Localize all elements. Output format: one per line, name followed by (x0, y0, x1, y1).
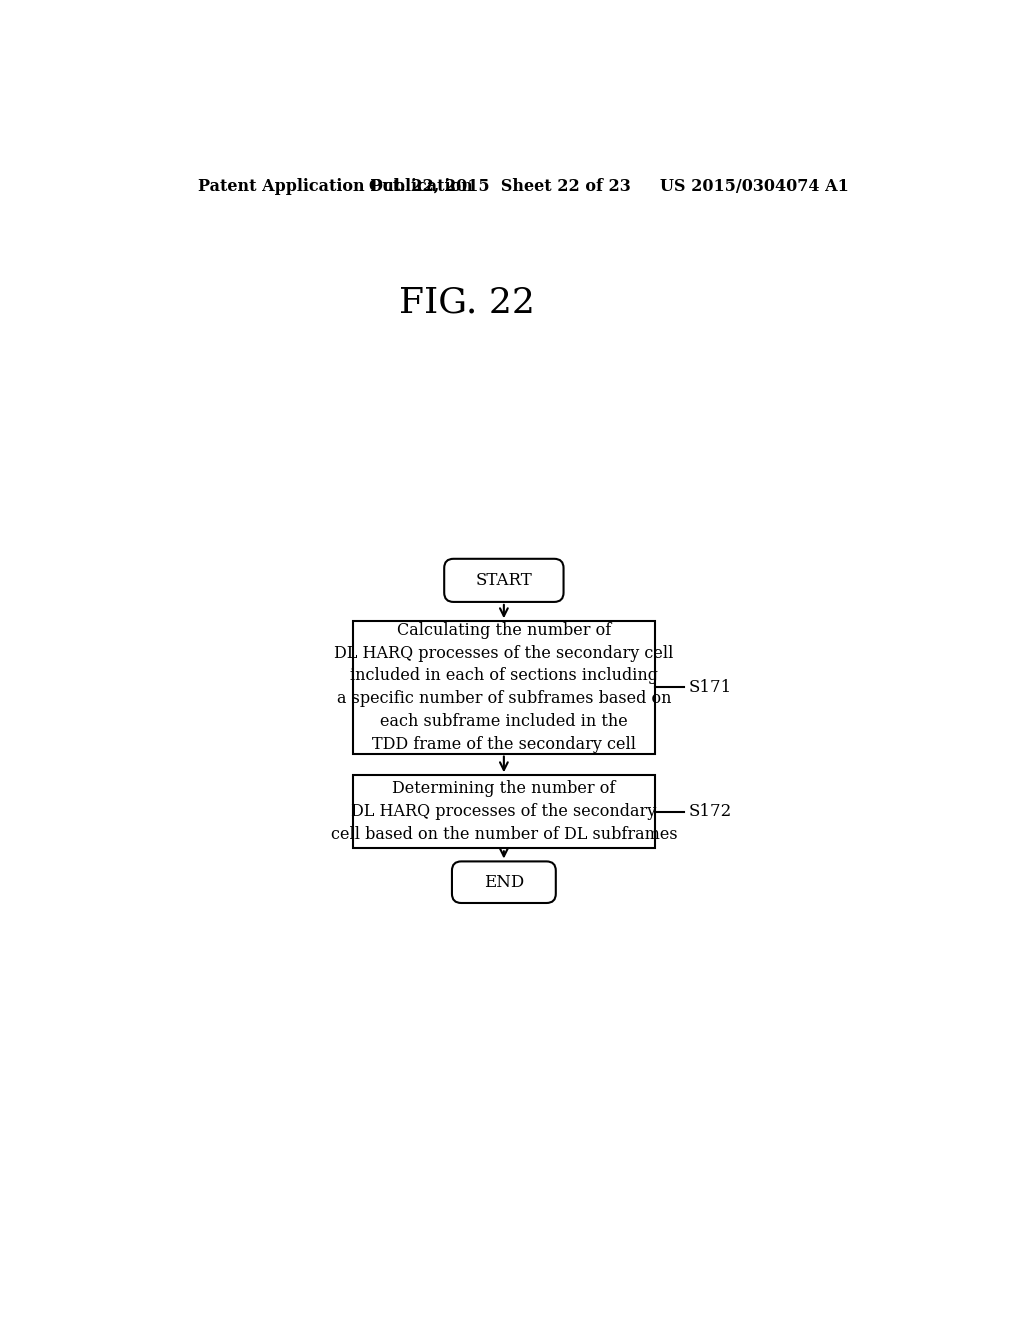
Text: Oct. 22, 2015  Sheet 22 of 23: Oct. 22, 2015 Sheet 22 of 23 (369, 178, 631, 194)
Text: Patent Application Publication: Patent Application Publication (198, 178, 472, 194)
Text: FIG. 22: FIG. 22 (399, 285, 536, 319)
FancyBboxPatch shape (352, 775, 655, 849)
Text: Determining the number of
DL HARQ processes of the secondary
cell based on the n: Determining the number of DL HARQ proces… (331, 780, 677, 843)
Text: S172: S172 (688, 804, 731, 820)
FancyBboxPatch shape (352, 622, 655, 754)
FancyBboxPatch shape (444, 558, 563, 602)
Text: S171: S171 (688, 678, 731, 696)
Text: Calculating the number of
DL HARQ processes of the secondary cell
included in ea: Calculating the number of DL HARQ proces… (334, 622, 674, 752)
Text: US 2015/0304074 A1: US 2015/0304074 A1 (659, 178, 849, 194)
FancyBboxPatch shape (452, 862, 556, 903)
Text: END: END (483, 874, 524, 891)
Text: START: START (475, 572, 532, 589)
